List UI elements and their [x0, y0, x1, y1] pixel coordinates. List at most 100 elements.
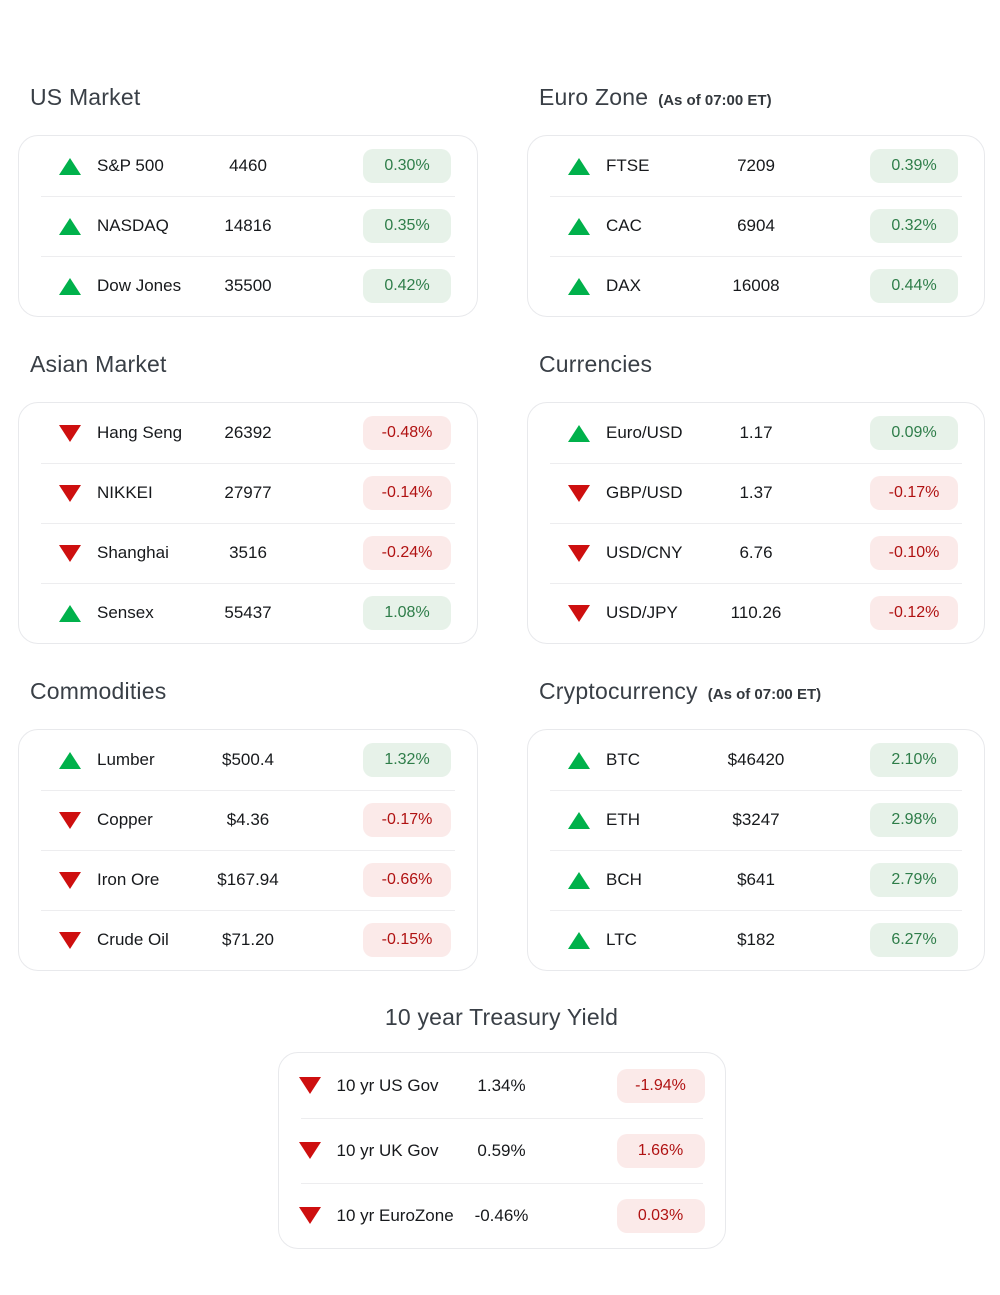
change-badge: 0.30%: [363, 149, 451, 183]
down-triangle-icon: [59, 871, 81, 889]
treasury-host: 10 year Treasury Yield 10 yr US Gov 1.34…: [18, 1004, 985, 1249]
instrument-value: $3247: [732, 810, 780, 829]
section-title: Asian Market: [30, 351, 167, 377]
market-row: S&P 500 4460 0.30%: [19, 136, 477, 196]
instrument-label: BTC: [606, 750, 640, 769]
section-subtitle: (As of 07:00 ET): [707, 686, 822, 703]
sections-grid: US Market S&P 500 4460 0.30% NASDAQ 1481…: [18, 84, 985, 971]
down-triangle-icon: [568, 604, 590, 622]
change-badge: -0.48%: [363, 416, 451, 450]
up-triangle-icon: [568, 157, 590, 175]
market-card: FTSE 7209 0.39% CAC 6904 0.32% DAX 16008…: [527, 135, 985, 317]
change-badge: -0.17%: [870, 476, 958, 510]
down-triangle-icon: [298, 1142, 321, 1159]
instrument-value: 16008: [732, 276, 780, 295]
market-card: S&P 500 4460 0.30% NASDAQ 14816 0.35% Do…: [18, 135, 478, 317]
section-cryptocurrency: Cryptocurrency (As of 07:00 ET) BTC $464…: [527, 678, 985, 971]
up-triangle-icon: [59, 277, 81, 295]
instrument-label: USD/CNY: [606, 543, 683, 562]
market-row: Iron Ore $167.94 -0.66%: [19, 850, 477, 910]
change-badge: 0.44%: [870, 269, 958, 303]
instrument-label: BCH: [606, 870, 642, 889]
instrument-label: Dow Jones: [97, 276, 182, 295]
market-row: 10 yr US Gov 1.34% -1.94%: [279, 1053, 725, 1118]
section-title: Currencies: [539, 351, 653, 377]
up-triangle-icon: [568, 217, 590, 235]
change-badge: 0.09%: [870, 416, 958, 450]
section-title: 10 year Treasury Yield: [384, 1004, 619, 1030]
up-triangle-icon: [568, 811, 590, 829]
market-row: Crude Oil $71.20 -0.15%: [19, 910, 477, 970]
instrument-label: Sensex: [97, 603, 154, 622]
down-triangle-icon: [568, 544, 590, 562]
section-title: Euro Zone: [539, 84, 649, 110]
instrument-label: Iron Ore: [97, 870, 160, 889]
change-badge: 6.27%: [870, 923, 958, 957]
market-row: Euro/USD 1.17 0.09%: [528, 403, 984, 463]
market-card: Lumber $500.4 1.32% Copper $4.36 -0.17% …: [18, 729, 478, 971]
market-card: BTC $46420 2.10% ETH $3247 2.98% BCH $64…: [527, 729, 985, 971]
market-row: CAC 6904 0.32%: [528, 196, 984, 256]
instrument-label: 10 yr US Gov: [336, 1075, 439, 1095]
market-row: 10 yr EuroZone -0.46% 0.03%: [279, 1183, 725, 1248]
down-triangle-icon: [298, 1207, 321, 1224]
market-row: Shanghai 3516 -0.24%: [19, 523, 477, 583]
instrument-label: Hang Seng: [97, 423, 183, 442]
market-row: 10 yr UK Gov 0.59% 1.66%: [279, 1118, 725, 1183]
instrument-label: FTSE: [606, 156, 650, 175]
section-header: Currencies: [539, 351, 985, 378]
change-badge: 0.32%: [870, 209, 958, 243]
section-header: Cryptocurrency (As of 07:00 ET): [539, 678, 985, 705]
instrument-label: Shanghai: [97, 543, 169, 562]
section-header: Commodities: [30, 678, 478, 705]
instrument-value: $46420: [727, 750, 785, 769]
market-card: Hang Seng 26392 -0.48% NIKKEI 27977 -0.1…: [18, 402, 478, 644]
change-badge: 0.42%: [363, 269, 451, 303]
market-row: USD/JPY 110.26 -0.12%: [528, 583, 984, 643]
instrument-label: LTC: [606, 930, 637, 949]
instrument-label: ETH: [606, 810, 640, 829]
instrument-label: S&P 500: [97, 156, 164, 175]
market-row: DAX 16008 0.44%: [528, 256, 984, 316]
market-row: FTSE 7209 0.39%: [528, 136, 984, 196]
up-triangle-icon: [59, 157, 81, 175]
down-triangle-icon: [59, 544, 81, 562]
market-row: NASDAQ 14816 0.35%: [19, 196, 477, 256]
market-row: BTC $46420 2.10%: [528, 730, 984, 790]
down-triangle-icon: [59, 931, 81, 949]
market-row: ETH $3247 2.98%: [528, 790, 984, 850]
down-triangle-icon: [568, 484, 590, 502]
instrument-label: Crude Oil: [97, 930, 169, 949]
section-title: Cryptocurrency: [539, 678, 698, 704]
up-triangle-icon: [59, 604, 81, 622]
instrument-label: CAC: [606, 216, 642, 235]
change-badge: -0.15%: [363, 923, 451, 957]
change-badge: -0.66%: [363, 863, 451, 897]
up-triangle-icon: [568, 277, 590, 295]
instrument-label: DAX: [606, 276, 641, 295]
change-badge: 0.39%: [870, 149, 958, 183]
section-header: Euro Zone (As of 07:00 ET): [539, 84, 985, 111]
change-badge: 1.08%: [363, 596, 451, 630]
change-badge: 0.03%: [616, 1198, 705, 1233]
instrument-label: NASDAQ: [97, 216, 169, 235]
section-euro-zone: Euro Zone (As of 07:00 ET) FTSE 7209 0.3…: [527, 84, 985, 317]
section-header: Asian Market: [30, 351, 478, 378]
down-triangle-icon: [59, 811, 81, 829]
market-row: Hang Seng 26392 -0.48%: [19, 403, 477, 463]
change-badge: -0.12%: [870, 596, 958, 630]
section-title: Commodities: [30, 678, 167, 704]
instrument-value: 6904: [737, 216, 775, 235]
instrument-label: NIKKEI: [97, 483, 153, 502]
section-commodities: Commodities Lumber $500.4 1.32% Copper $…: [18, 678, 478, 971]
market-row: BCH $641 2.79%: [528, 850, 984, 910]
change-badge: 2.10%: [870, 743, 958, 777]
market-card: 10 yr US Gov 1.34% -1.94% 10 yr UK Gov 0…: [277, 1052, 726, 1249]
change-badge: 2.79%: [870, 863, 958, 897]
change-badge: 1.32%: [363, 743, 451, 777]
market-row: GBP/USD 1.37 -0.17%: [528, 463, 984, 523]
up-triangle-icon: [568, 751, 590, 769]
section-10-year-treasury-yield: 10 year Treasury Yield 10 yr US Gov 1.34…: [18, 1004, 985, 1249]
section-asian-market: Asian Market Hang Seng 26392 -0.48% NIKK…: [18, 351, 478, 644]
